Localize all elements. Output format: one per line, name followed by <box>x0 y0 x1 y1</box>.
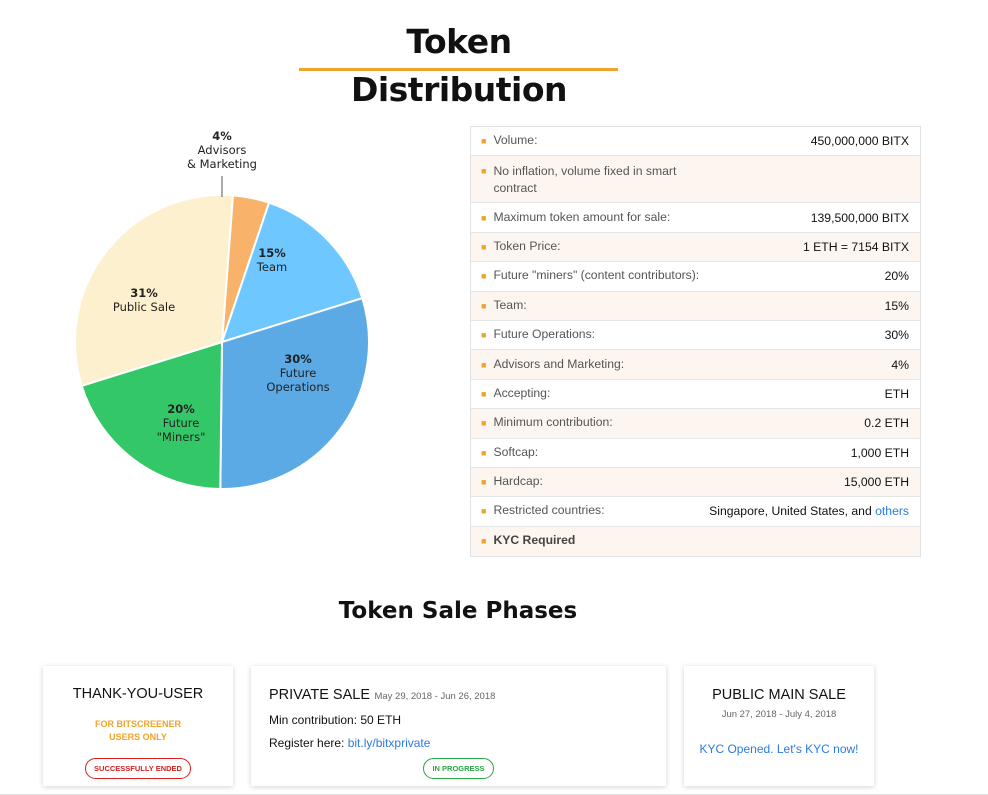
info-label: Advisors and Marketing: <box>493 356 625 371</box>
info-row-future-operations: ■ Future Operations: 30% <box>471 320 920 351</box>
info-value: 139,500,000 BITX <box>810 210 909 225</box>
info-value: 20% <box>884 269 909 284</box>
info-label: Future Operations: <box>493 327 596 342</box>
bullet-icon: ■ <box>481 166 487 177</box>
register-link[interactable]: bit.ly/bitxprivate <box>347 736 431 750</box>
status-badge: SUCCESSFULLY ENDED <box>85 758 191 779</box>
phase-note: FOR BITSCREENER USERS ONLY <box>43 718 233 744</box>
info-label: Hardcap: <box>493 474 543 489</box>
info-row-token-price: ■ Token Price: 1 ETH = 7154 BITX <box>471 232 920 263</box>
title-underline <box>299 68 618 71</box>
info-value: ETH <box>884 386 909 401</box>
bullet-icon: ■ <box>481 300 487 311</box>
phase-card-title: PUBLIC MAIN SALE <box>712 687 846 703</box>
pie-slice <box>220 201 364 344</box>
page-title: Token Distribution <box>350 22 568 109</box>
pie-slice-label: 20% Future "Miners" <box>157 402 206 444</box>
bullet-icon: ■ <box>481 136 487 147</box>
min-contribution-text: Min contribution: 50 ETH <box>269 713 402 727</box>
info-row-hardcap: ■ Hardcap: 15,000 ETH <box>471 467 920 498</box>
info-label: Token Price: <box>493 238 561 253</box>
info-label: Maximum token amount for sale: <box>493 209 671 224</box>
info-row-kyc-required: ■ KYC Required <box>471 526 920 557</box>
bullet-icon: ■ <box>481 241 487 252</box>
info-row-max-token: ■ Maximum token amount for sale: 139,500,… <box>471 203 920 233</box>
phase-note-line: FOR BITSCREENER <box>94 719 181 729</box>
pie-slice-label: 15% Team <box>256 246 287 274</box>
info-row-no-inflation: ■ No inflation, volume fixed in smart con… <box>471 156 920 204</box>
pie-slice-label: 31% Public Sale <box>113 286 175 314</box>
bullet-icon: ■ <box>481 477 487 488</box>
pie-slice-label: 30% Future Operations <box>266 352 329 394</box>
info-row-restricted-countries: ■ Restricted countries: Singapore, United… <box>471 497 920 527</box>
info-value: Singapore, United States, and <box>709 504 872 519</box>
phase-card-thank-you-user: THANK-YOU-USER FOR BITSCREENER USERS ONL… <box>43 666 233 786</box>
bullet-icon: ■ <box>481 536 487 547</box>
register-label: Register here: <box>269 736 345 750</box>
phase-date: May 29, 2018 - Jun 26, 2018 <box>374 691 496 702</box>
token-info-table: ■ Volume: 450,000,000 BITX ■ No inflation,… <box>470 126 921 558</box>
phase-card-private-sale: PRIVATE SALE May 29, 2018 - Jun 26, 2018… <box>251 666 666 786</box>
bullet-icon: ■ <box>481 506 487 517</box>
info-label: Restricted countries: <box>493 503 605 518</box>
info-value: 30% <box>884 328 909 343</box>
bullet-icon: ■ <box>481 330 487 341</box>
info-row-min-contribution: ■ Minimum contribution: 0.2 ETH <box>471 409 920 439</box>
info-row-volume: ■ Volume: 450,000,000 BITX <box>471 127 920 157</box>
info-row-softcap: ■ Softcap: 1,000 ETH <box>471 438 920 468</box>
info-row-team: ■ Team: 15% <box>471 291 920 321</box>
bullet-icon: ■ <box>481 212 487 223</box>
info-value: 1 ETH = 7154 BITX <box>802 239 909 254</box>
bullet-icon: ■ <box>481 418 487 429</box>
info-value: 1,000 ETH <box>850 445 909 460</box>
phases-title: Token Sale Phases <box>338 598 578 624</box>
kyc-link[interactable]: KYC Opened. Let's KYC now! <box>699 742 859 756</box>
bullet-icon: ■ <box>481 359 487 370</box>
info-value: 0.2 ETH <box>864 416 909 431</box>
info-label: Volume: <box>493 133 538 148</box>
pie-slice <box>80 340 224 491</box>
bullet-icon: ■ <box>481 271 487 282</box>
phase-note-line: USERS ONLY <box>109 732 167 742</box>
phase-card-title: THANK-YOU-USER <box>72 686 204 702</box>
others-link[interactable]: others <box>875 504 909 519</box>
info-label: KYC Required <box>493 533 576 548</box>
phase-card-public-main-sale: PUBLIC MAIN SALE Jun 27, 2018 - July 4, … <box>684 666 874 786</box>
pie-slice <box>219 296 370 490</box>
info-row-future-miners: ■ Future "miners" (content contributors):… <box>471 262 920 292</box>
phase-date: Jun 27, 2018 - July 4, 2018 <box>721 709 837 720</box>
info-row-advisors: ■ Advisors and Marketing: 4% <box>471 350 920 380</box>
pie-slice <box>74 194 234 388</box>
info-label: Team: <box>493 297 527 312</box>
register-line: Register here: bit.ly/bitxprivate <box>269 736 648 750</box>
info-value: 4% <box>891 357 909 372</box>
pie-slice-label: 4% Advisors & Marketing <box>187 129 257 171</box>
bullet-icon: ■ <box>481 388 487 399</box>
info-label: No inflation, volume fixed in smart cont… <box>493 164 677 196</box>
status-badge: IN PROGRESS <box>423 758 494 779</box>
bullet-icon: ■ <box>481 447 487 458</box>
info-value: 15% <box>884 298 909 313</box>
info-label: Accepting: <box>493 385 551 400</box>
info-label: Future "miners" (content contributors): <box>493 268 700 283</box>
info-value: 450,000,000 BITX <box>810 134 909 149</box>
info-row-accepting: ■ Accepting: ETH <box>471 379 920 410</box>
info-value: 15,000 ETH <box>843 475 909 490</box>
info-label: Minimum contribution: <box>493 415 613 430</box>
info-label: Softcap: <box>493 444 539 459</box>
phase-card-title: PRIVATE SALE <box>269 687 370 703</box>
token-distribution-pie-chart: 4% Advisors & Marketing 15% Team 30% Future Ope… <box>74 129 370 491</box>
